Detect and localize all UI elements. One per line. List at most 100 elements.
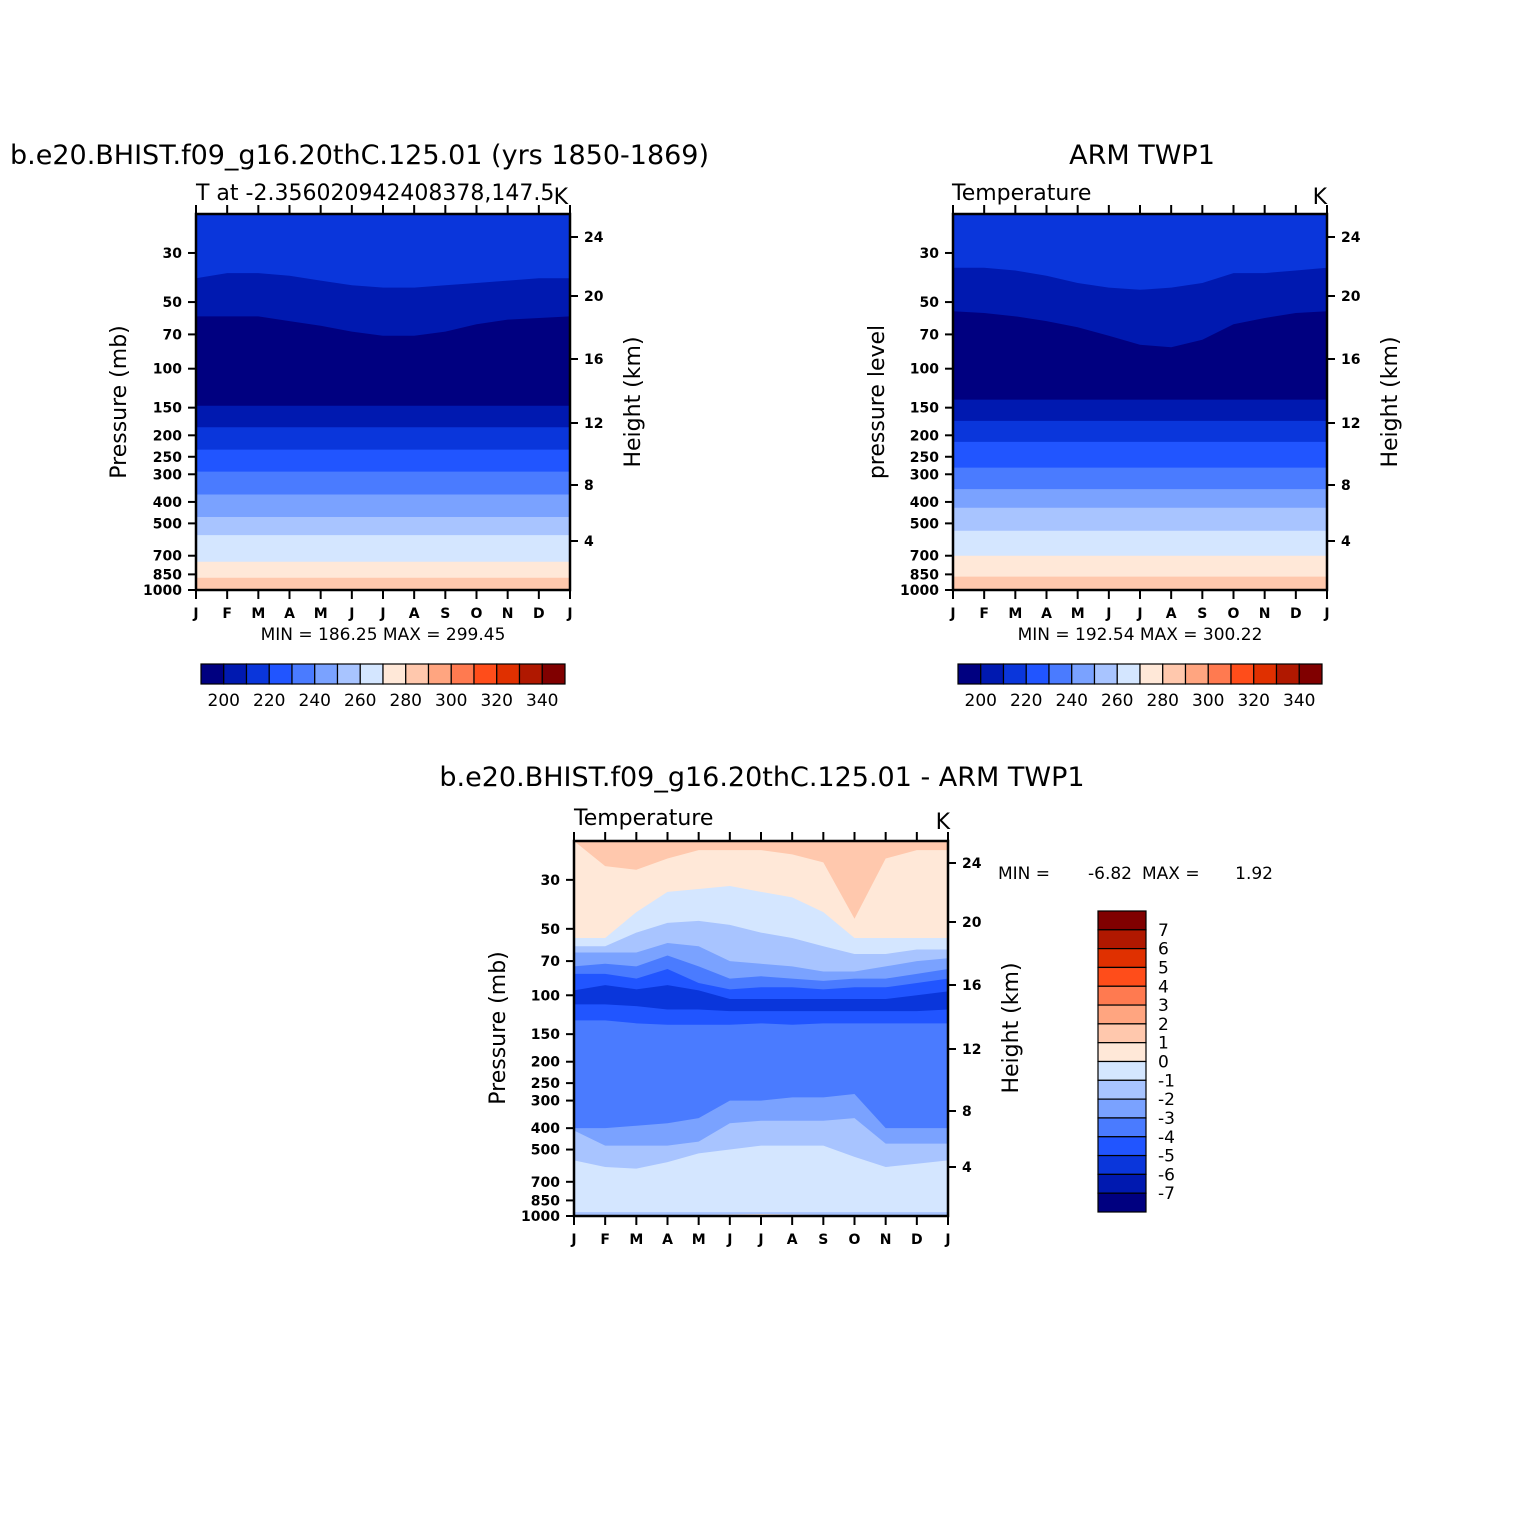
colorbar-box-11 [1207,663,1232,685]
colorbar-box-1 [223,663,248,685]
y-tick-label-11: 850 [910,567,939,583]
y-tick-label-5: 200 [910,428,939,444]
x-tick-label-2: M [1008,606,1022,622]
colorbar-label-9: -2 [1158,1090,1175,1110]
colorbar-box-15 [1097,1192,1147,1213]
x-tick-label-7: A [409,606,420,622]
colorbar-box-15 [541,663,566,685]
colorbar-box-8 [1139,663,1164,685]
colorbar-label-0: 200 [965,691,997,711]
y-tick-label-8: 400 [531,1121,560,1137]
x-tick-label-11: D [1290,606,1302,622]
colorbar-label-11: -4 [1158,1128,1175,1148]
colorbar-box-14 [1275,663,1300,685]
x-tick-label-3: A [1041,606,1052,622]
colorbar-box-6 [336,663,361,685]
colorbar-box-9 [1097,1079,1147,1100]
y-right-tick-label-1: 20 [1341,289,1361,305]
panel-diff-ylabel: Pressure (mb) [486,951,511,1105]
y-tick-label-1: 50 [163,295,183,311]
panel-diff-stat-max: 1.92 [1235,864,1273,884]
colorbar-box-5 [1071,663,1096,685]
panel-diff-units: K [936,810,951,835]
y-tick-label-6: 250 [531,1076,560,1092]
y-tick-label-2: 70 [541,954,561,970]
panel-obs-ylabel-right: Height (km) [1378,336,1403,467]
y-tick-label-0: 30 [920,246,940,262]
x-tick-label-3: A [284,606,295,622]
y-tick-label-11: 850 [531,1193,560,1209]
y-tick-label-3: 100 [910,362,939,378]
x-tick-label-4: M [314,606,328,622]
x-tick-label-6: J [1136,606,1142,622]
colorbar-box-10 [427,663,452,685]
colorbar-box-8 [382,663,407,685]
x-tick-label-7: A [1166,606,1177,622]
y-right-tick-label-4: 8 [962,1104,972,1120]
colorbar-label-6: 1 [1158,1034,1169,1054]
colorbar-label-5: 300 [435,691,467,711]
colorbar-box-12 [1230,663,1255,685]
colorbar-label-6: 320 [1238,691,1270,711]
x-tick-label-11: D [533,606,545,622]
panel-obs-stats: MIN = 192.54 MAX = 300.22 [1018,625,1263,645]
panel-obs-subtitle: Temperature [951,181,1091,206]
panel-model-title: b.e20.BHIST.f09_g16.20thC.125.01 (yrs 18… [10,140,709,171]
x-tick-label-8: S [1197,606,1207,622]
panel-diff-subtitle: Temperature [573,806,713,831]
colorbar-label-7: 340 [526,691,558,711]
x-tick-label-6: J [379,606,385,622]
panel-obs: ARM TWP1 Temperature K 30 50 70 100 150 200 25… [865,140,1403,711]
y-tick-label-5: 200 [153,428,182,444]
y-right-tick-label-2: 16 [1341,352,1360,368]
colorbar-box-4 [291,663,316,685]
colorbar-box-11 [1097,1117,1147,1138]
colorbar-box-8 [1097,1060,1147,1081]
colorbar-box-3 [268,663,293,685]
colorbar-box-6 [1093,663,1118,685]
colorbar-box-11 [450,663,475,685]
y-right-tick-label-3: 12 [962,1042,981,1058]
colorbar-label-12: -5 [1158,1147,1175,1167]
y-tick-label-2: 70 [920,327,940,343]
panel-model-colorbar: 200 220 240 260 280 300 320 340 [200,663,566,711]
colorbar-label-0: 200 [208,691,240,711]
x-tick-label-12: J [566,606,572,622]
panel-obs-contours [953,214,1327,590]
colorbar-box-14 [518,663,543,685]
x-tick-label-9: O [1228,606,1240,622]
x-tick-label-3: A [662,1232,673,1248]
y-tick-label-9: 500 [153,516,182,532]
y-right-tick-label-5: 4 [1341,534,1351,550]
colorbar-label-2: 240 [1056,691,1088,711]
colorbar-label-5: 300 [1192,691,1224,711]
colorbar-label-1: 220 [1010,691,1042,711]
x-tick-label-11: D [911,1232,923,1248]
x-tick-label-1: F [979,606,989,622]
colorbar-box-5 [314,663,339,685]
y-tick-label-3: 100 [153,362,182,378]
panel-diff: b.e20.BHIST.f09_g16.20thC.125.01 - ARM T… [439,762,1273,1248]
x-tick-label-0: J [192,606,198,622]
y-tick-label-7: 300 [910,467,939,483]
panel-model-contours [196,214,570,590]
colorbar-box-12 [473,663,498,685]
colorbar-box-5 [1097,1004,1147,1025]
y-tick-label-4: 150 [910,401,939,417]
panel-diff-ylabel-right: Height (km) [999,962,1024,1093]
x-tick-label-4: M [692,1232,706,1248]
y-tick-label-3: 100 [531,988,560,1004]
colorbar-box-3 [1025,663,1050,685]
x-tick-label-5: J [1105,606,1111,622]
colorbar-box-10 [1097,1098,1147,1119]
colorbar-label-3: 260 [344,691,376,711]
y-tick-label-10: 700 [153,549,182,565]
panel-model-ylabel-right: Height (km) [621,336,646,467]
colorbar-label-10: -3 [1158,1109,1175,1129]
colorbar-box-1 [980,663,1005,685]
x-tick-label-12: J [1323,606,1329,622]
colorbar-box-0 [200,663,225,685]
colorbar-label-4: 280 [390,691,422,711]
y-tick-label-10: 700 [910,549,939,565]
